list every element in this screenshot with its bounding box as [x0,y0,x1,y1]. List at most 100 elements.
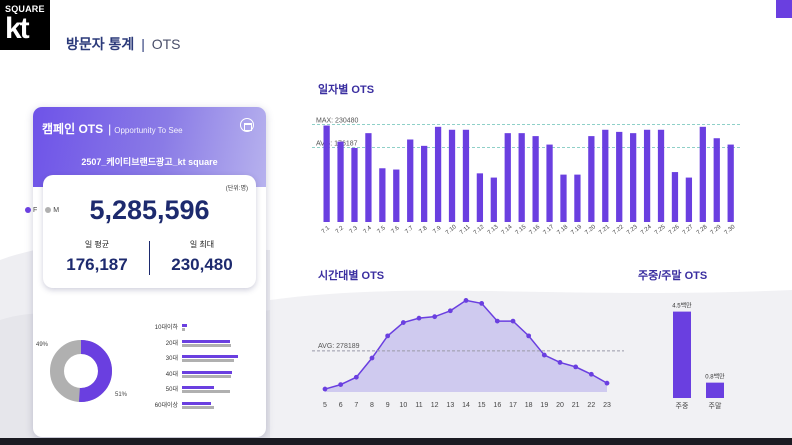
age-bar-female [182,324,187,327]
daily-tick-label: 7.16 [529,224,542,236]
daily-tick-label: 7.27 [682,224,695,236]
weekday-tick-label: 주말 [709,402,722,410]
daily-bar [434,126,442,222]
daily-tick-label: 7.25 [654,224,667,236]
hourly-tick-label: 22 [587,402,595,409]
campaign-card-title: 캠페인 OTS | Opportunity To See [42,120,183,137]
hourly-tick-label: 9 [386,402,390,409]
hourly-tick-label: 17 [509,402,517,409]
max-label: MAX: 230480 [316,117,359,124]
hourly-ots-chart: AVG: 278189 5 6 7 8 9 10 11 12 13 14 15 16 17 18 19 20 21… [312,298,624,409]
stat-box: (단위:명) 5,285,596 일 평균 176,187 일 최대 230,4… [43,175,256,288]
hourly-point [322,386,328,392]
daily-bar [630,133,637,222]
gender-donut-chart [50,340,112,402]
hourly-area [325,300,607,392]
page-title-main: 방문자 통계 [66,36,135,52]
daily-bar [351,147,358,222]
daily-tick-label: 7.30 [724,224,737,236]
daily-tick-label: 7.23 [626,224,639,236]
daily-bar [337,141,344,222]
hourly-tick-label: 16 [493,402,501,409]
daily-bar [713,138,720,222]
daily-bar [532,136,539,222]
hourly-tick-label: 13 [446,402,454,409]
hourly-tick-label: 11 [415,402,422,409]
hourly-point [510,318,516,324]
daily-bar [685,177,693,222]
hourly-tick-label: 6 [339,402,343,409]
campaign-card: 캠페인 OTS | Opportunity To See 2507_케이티브랜드광고… [33,107,266,437]
daily-tick-label: 7.13 [487,224,500,236]
daily-average-value: 176,187 [66,255,128,274]
logo-kt-text: kt [5,12,30,45]
campaign-title: 캠페인 OTS [42,122,104,136]
calendar-icon[interactable] [240,118,254,132]
weekday-bar [673,311,691,398]
daily-bar [379,168,386,222]
hourly-tick-label: 10 [399,402,407,409]
age-bar-female [182,386,215,389]
weekday-tick-label: 주중 [676,402,689,410]
legend-f: F [33,207,38,214]
hourly-avg-label: AVG: 278189 [318,343,360,350]
hourly-tick-label: 8 [370,402,374,409]
age-bar-male [182,328,185,331]
hourly-point [573,364,579,370]
hourly-point [541,352,547,358]
age-label: 10대이하 [154,325,178,331]
hourly-point [338,382,344,388]
daily-bar [727,144,734,222]
stat-divider [149,241,150,275]
daily-tick-label: 7.19 [570,224,583,236]
age-bar-male [182,405,214,409]
hourly-tick-label: 20 [556,402,564,409]
daily-bar [476,173,484,222]
campaign-name: 2507_케이티브랜드광고_kt square [81,157,218,167]
daily-bar [393,169,400,222]
daily-max-label: 일 최대 [189,240,215,249]
unit-label: (단위:명) [225,186,248,192]
daily-tick-label: 7.11 [459,224,472,236]
daily-bar [657,129,665,222]
daily-bar [365,133,372,222]
age-bar-female [182,370,233,374]
hourly-point [432,314,438,320]
daily-tick-label: 7.2 [335,225,346,235]
daily-tick-label: 7.6 [391,225,402,235]
page-title: 방문자 통계 | OTS [66,34,181,54]
daily-ots-chart: MAX: 230480 AVG: 176187 7.1 7.2 7.3 7.4 7.5 7.6… [312,117,742,236]
daily-bar [490,177,497,222]
daily-tick-label: 7.18 [556,224,569,236]
daily-bar [407,139,414,222]
daily-bar [504,133,511,222]
hourly-tick-label: 7 [354,402,358,409]
daily-tick-label: 7.26 [668,224,681,236]
daily-bar [699,126,706,222]
daily-bar [643,129,651,222]
hourly-chart-title: 시간대별 OTS [318,270,385,282]
hourly-point [494,318,500,324]
daily-tick-label: 7.22 [612,224,625,236]
hourly-tick-label: 12 [431,402,439,409]
male-pct-label: 49% [36,342,49,348]
daily-bar [560,174,567,222]
daily-tick-label: 7.21 [598,224,611,236]
hourly-point [416,315,422,321]
daily-max-value: 230,480 [171,255,233,274]
daily-tick-label: 7.3 [349,225,360,235]
female-dot [25,207,31,213]
age-bar-male [182,374,231,378]
daily-bar [671,172,679,222]
age-bar-female [182,339,230,343]
daily-tick-label: 7.24 [640,224,653,236]
daily-bar [546,144,553,222]
age-label: 50대 [165,387,178,393]
age-bar-female [182,355,238,358]
weekday-chart-title: 주중/주말 OTS [638,270,708,282]
hourly-tick-label: 23 [603,402,611,409]
legend-m: M [53,207,60,214]
daily-tick-label: 7.8 [418,225,429,235]
age-bar-male [182,359,234,362]
